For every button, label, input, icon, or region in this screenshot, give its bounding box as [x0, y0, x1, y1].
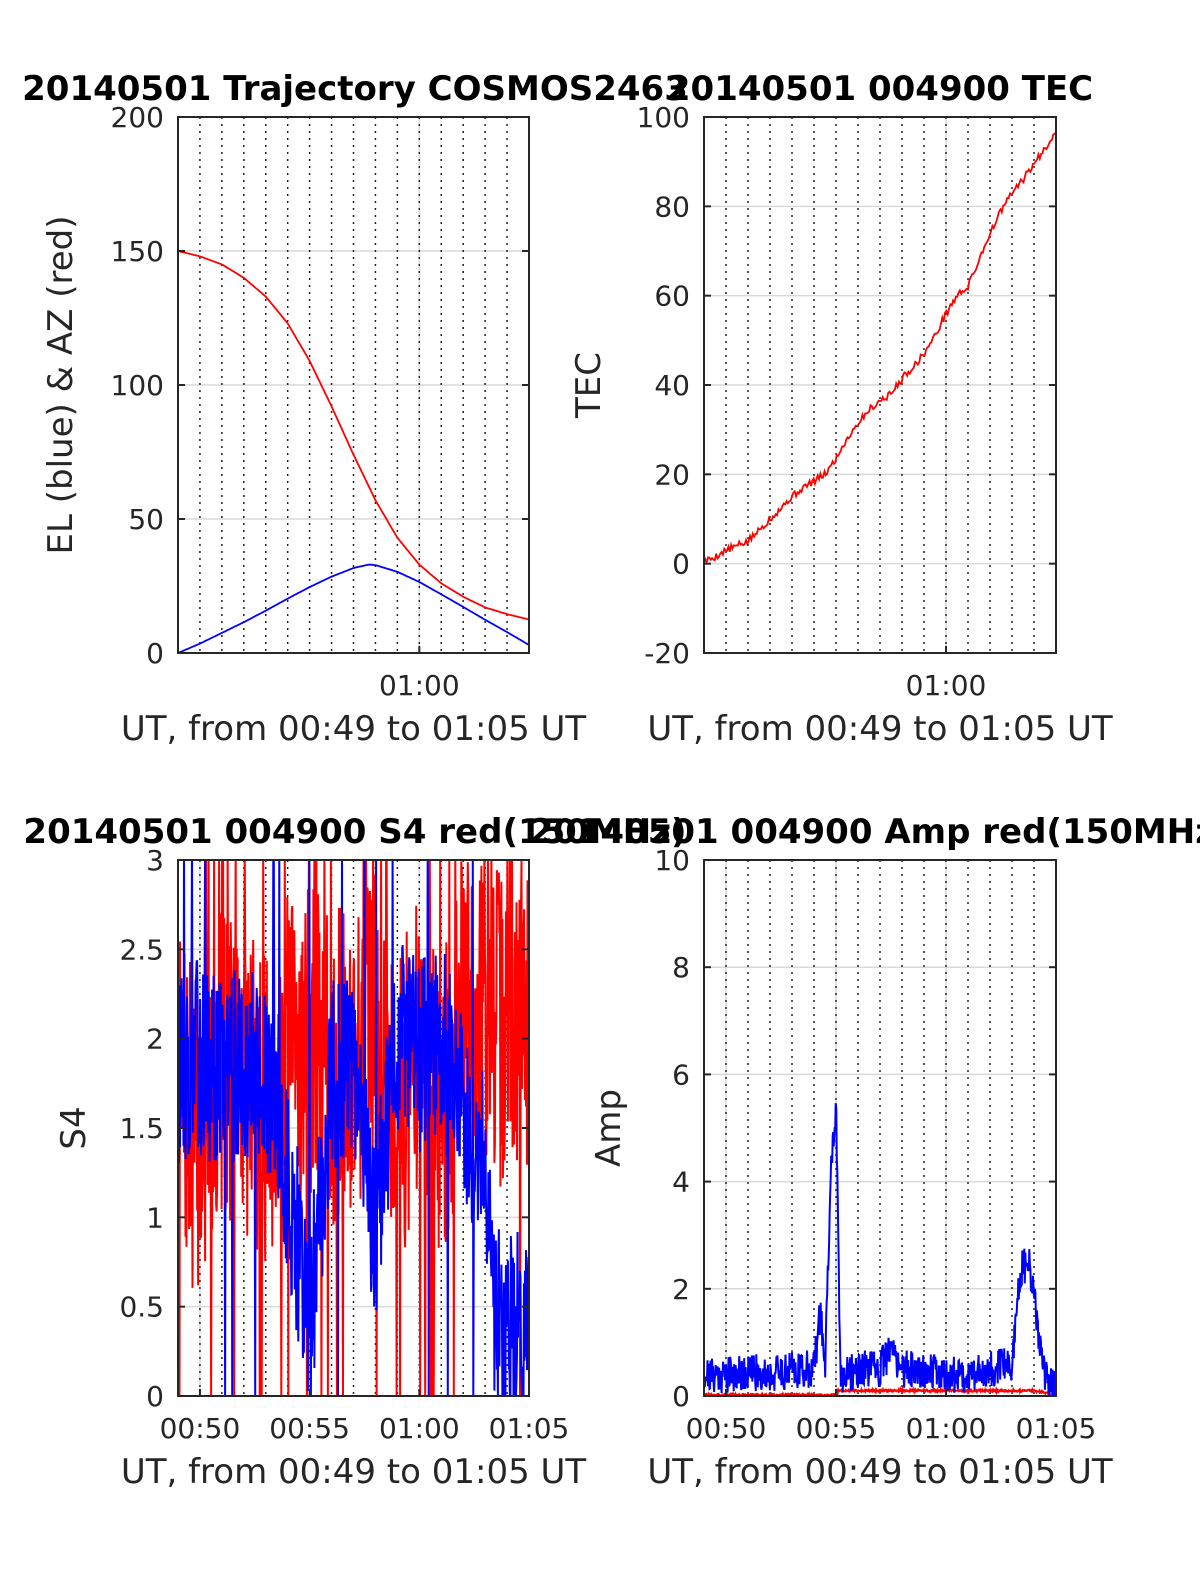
ytick-label: 2.5 — [119, 933, 164, 966]
xtick-label: 01:00 — [379, 669, 460, 702]
xtick-label: 01:05 — [489, 1412, 570, 1445]
ytick-label: 6 — [672, 1058, 690, 1091]
y-axis-label: TEC — [569, 352, 609, 419]
ytick-label: 60 — [654, 280, 690, 313]
ytick-label: 80 — [654, 190, 690, 223]
chart-panel-s4: 0 0.5 1 1.5 2 2.5 3 00:50 00:55 01:00 01:05 2014050… — [23, 812, 686, 1492]
series-group — [704, 1102, 1056, 1396]
ytick-label: 8 — [672, 951, 690, 984]
ytick-label: 10 — [654, 844, 690, 877]
series-line-blue — [178, 563, 529, 653]
y-axis-label: S4 — [54, 1106, 94, 1149]
xtick-label: 00:55 — [269, 1412, 350, 1445]
ytick-label: 0.5 — [119, 1291, 164, 1324]
xtick-label: 01:00 — [906, 1412, 987, 1445]
xtick-label: 00:50 — [160, 1412, 241, 1445]
ytick-label: -20 — [644, 637, 690, 670]
xtick-label: 01:00 — [379, 1412, 460, 1445]
x-axis-label: UT, from 00:49 to 01:05 UT — [647, 1452, 1113, 1492]
chart-title: 20140501 Trajectory COSMOS2463 — [22, 69, 688, 109]
xtick-label: 01:05 — [1016, 1412, 1097, 1445]
series-line-red — [178, 250, 529, 621]
chart-panel-tec: -20 0 20 40 60 80 100 01:00 20140501 004900 TEC U… — [569, 69, 1113, 749]
ytick-label: 3 — [146, 844, 164, 877]
xtick-label: 01:00 — [906, 669, 987, 702]
ytick-label: 0 — [146, 1380, 164, 1413]
series-line-red — [704, 1385, 1056, 1396]
ytick-label: 100 — [111, 369, 164, 402]
series-group — [704, 132, 1056, 565]
ytick-label: 1.5 — [119, 1112, 164, 1145]
series-group — [178, 860, 529, 1396]
series-line-blue — [704, 1102, 1056, 1396]
y-axis-label: EL (blue) & AZ (red) — [41, 215, 81, 554]
series-line-blue — [178, 860, 529, 1396]
series-line-red — [704, 132, 1056, 565]
chart-title: 20140501 004900 S4 red(150MHz) — [23, 812, 686, 852]
x-axis-label: UT, from 00:49 to 01:05 UT — [647, 709, 1113, 749]
ytick-label: 100 — [637, 101, 690, 134]
axes-box — [703, 859, 1057, 1397]
ytick-label: 150 — [111, 235, 164, 268]
ytick-label: 200 — [111, 101, 164, 134]
xtick-label: 00:50 — [686, 1412, 767, 1445]
ytick-label: 50 — [128, 503, 164, 536]
ytick-label: 2 — [146, 1023, 164, 1056]
y-axis-label: Amp — [589, 1089, 629, 1167]
ytick-label: 1 — [146, 1201, 164, 1234]
ytick-label: 0 — [672, 1380, 690, 1413]
series-group — [178, 250, 529, 653]
ytick-label: 2 — [672, 1273, 690, 1306]
chart-title: 20140501 004900 TEC — [667, 69, 1093, 109]
ytick-label: 0 — [672, 548, 690, 581]
chart-title: 20140501 004900 Amp red(150MHz) — [529, 812, 1200, 852]
x-axis-label: UT, from 00:49 to 01:05 UT — [121, 709, 587, 749]
ytick-label: 0 — [146, 637, 164, 670]
ytick-label: 20 — [654, 458, 690, 491]
chart-panel-amp: 0 2 4 6 8 10 00:50 00:55 01:00 01:05 20140501 0049… — [529, 812, 1200, 1492]
ytick-label: 40 — [654, 369, 690, 402]
xtick-label: 00:55 — [796, 1412, 877, 1445]
ytick-label: 4 — [672, 1166, 690, 1199]
x-axis-label: UT, from 00:49 to 01:05 UT — [121, 1452, 587, 1492]
